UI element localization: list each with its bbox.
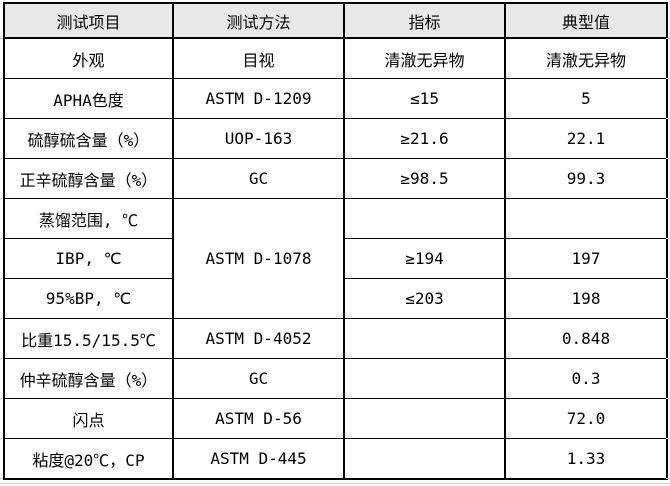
cell-test-item: 正辛硫醇含量（%） — [3, 158, 174, 199]
cell-test-method: 目视 — [172, 37, 345, 79]
table-row: 闪点 ASTM D-56 72.0 — [3, 398, 668, 439]
header-test-method: 测试方法 — [172, 2, 345, 39]
cell-typical-value: 198 — [504, 278, 668, 319]
cell-typical-value: 72.0 — [504, 398, 668, 439]
cell-typical-value: 5 — [504, 78, 668, 119]
table-row: 蒸馏范围, ℃ ASTM D-1078 — [3, 198, 668, 319]
cell-spec: 清澈无异物 — [343, 37, 506, 79]
table-row: IBP, ℃ ≥194 197 — [3, 238, 668, 279]
cell-spec: ≤15 — [343, 78, 506, 119]
cell-spec — [343, 438, 506, 480]
cell-test-method: UOP-163 — [172, 118, 345, 159]
cell-test-method: ASTM D-1209 — [172, 78, 345, 119]
cell-test-method: ASTM D-56 — [172, 398, 345, 439]
header-test-item: 测试项目 — [3, 2, 174, 39]
header-spec: 指标 — [343, 2, 506, 39]
cell-test-method: ASTM D-1078 — [172, 198, 345, 319]
table-row: 粘度@20℃，CP ASTM D-445 1.33 — [3, 438, 668, 480]
table-row: 95%BP, ℃ ≤203 198 — [3, 278, 668, 319]
cell-typical-value: 1.33 — [504, 438, 668, 480]
cell-typical-value: 22.1 — [504, 118, 668, 159]
cell-test-method: GC — [172, 358, 345, 399]
cell-test-item: 比重15.5/15.5℃ — [3, 318, 174, 359]
cell-typical-value — [504, 198, 668, 239]
cell-typical-value: 197 — [504, 238, 668, 279]
table-row: APHA色度 ASTM D-1209 ≤15 5 — [3, 78, 668, 119]
cell-test-item: 蒸馏范围, ℃ — [3, 198, 174, 239]
cell-spec: ≥21.6 — [343, 118, 506, 159]
cell-test-item: IBP, ℃ — [3, 238, 174, 279]
cell-spec: ≤203 — [343, 278, 506, 319]
spec-table: 测试项目 测试方法 指标 典型值 外观 目视 清澈无异物 清澈无异物 APHA色度 AST… — [3, 2, 668, 480]
cell-test-item: APHA色度 — [3, 78, 174, 119]
table-row: 正辛硫醇含量（%） GC ≥98.5 99.3 — [3, 158, 668, 199]
table-row: 比重15.5/15.5℃ ASTM D-4052 0.848 — [3, 318, 668, 359]
table-row: 硫醇硫含量（%） UOP-163 ≥21.6 22.1 — [3, 118, 668, 159]
cell-spec — [343, 398, 506, 439]
gridline-bottom — [0, 483, 670, 484]
cell-test-method: ASTM D-4052 — [172, 318, 345, 359]
cell-test-item: 外观 — [3, 37, 174, 79]
cell-test-item: 粘度@20℃，CP — [3, 438, 174, 480]
cell-test-item: 硫醇硫含量（%） — [3, 118, 174, 159]
table-header-row: 测试项目 测试方法 指标 典型值 — [3, 2, 668, 39]
cell-test-method: GC — [172, 158, 345, 199]
cell-typical-value: 99.3 — [504, 158, 668, 199]
cell-test-method: ASTM D-445 — [172, 438, 345, 480]
cell-spec — [343, 198, 506, 239]
cell-spec — [343, 318, 506, 359]
cell-spec: ≥98.5 — [343, 158, 506, 199]
cell-typical-value: 清澈无异物 — [504, 37, 668, 79]
header-typical-value: 典型值 — [504, 2, 668, 39]
cell-typical-value: 0.3 — [504, 358, 668, 399]
cell-spec — [343, 358, 506, 399]
table-body: 外观 目视 清澈无异物 清澈无异物 APHA色度 ASTM D-1209 ≤15 5 硫醇硫含量… — [3, 37, 668, 480]
cell-test-item: 闪点 — [3, 398, 174, 439]
table-row: 仲辛硫醇含量（%） GC 0.3 — [3, 358, 668, 399]
cell-test-item: 仲辛硫醇含量（%） — [3, 358, 174, 399]
cell-test-item: 95%BP, ℃ — [3, 278, 174, 319]
cell-typical-value: 0.848 — [504, 318, 668, 359]
table-row: 外观 目视 清澈无异物 清澈无异物 — [3, 37, 668, 79]
cell-spec: ≥194 — [343, 238, 506, 279]
